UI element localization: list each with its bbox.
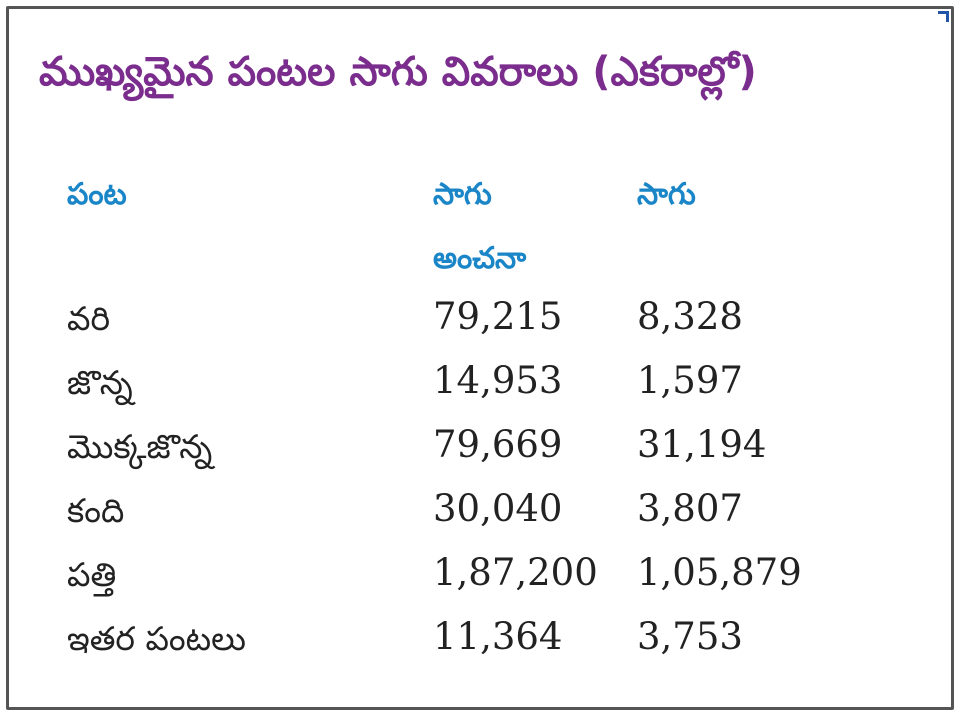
crop-name: పత్తి [67,555,117,594]
crop-name: ఇతర పంటలు [67,619,246,658]
actual-value: 8,328 [637,295,743,338]
table-row: ఇతర పంటలు 11,364 3,753 [9,615,909,675]
actual-value: 1,597 [637,359,743,402]
actual-value: 31,194 [637,423,767,466]
estimate-value: 30,040 [433,487,563,530]
crop-name: వరి [67,299,111,338]
estimate-value: 79,669 [433,423,563,466]
actual-value: 3,807 [637,487,743,530]
header-estimate-line2: అంచనా [433,241,527,276]
table-row: జొన్న 14,953 1,597 [9,359,909,419]
actual-value: 3,753 [637,615,743,658]
header-actual: సాగు [637,177,696,212]
header-estimate-line1: సాగు [433,177,492,212]
corner-mark [938,11,949,22]
header-crop: పంట [67,177,127,212]
page-title: ముఖ్యమైన పంటల సాగు వివరాలు (ఎకరాల్లో) [39,49,757,95]
estimate-value: 14,953 [433,359,563,402]
crop-name: కంది [67,491,125,530]
table-frame: ముఖ్యమైన పంటల సాగు వివరాలు (ఎకరాల్లో) పం… [6,6,954,710]
table-row: మొక్కజొన్న 79,669 31,194 [9,423,909,483]
table-row: వరి 79,215 8,328 [9,295,909,355]
estimate-value: 79,215 [433,295,563,338]
table-row: కంది 30,040 3,807 [9,487,909,547]
crop-name: మొక్కజొన్న [67,427,213,466]
crop-name: జొన్న [67,363,133,402]
table-row: పత్తి 1,87,200 1,05,879 [9,551,909,611]
estimate-value: 1,87,200 [433,551,598,594]
actual-value: 1,05,879 [637,551,802,594]
estimate-value: 11,364 [433,615,563,658]
